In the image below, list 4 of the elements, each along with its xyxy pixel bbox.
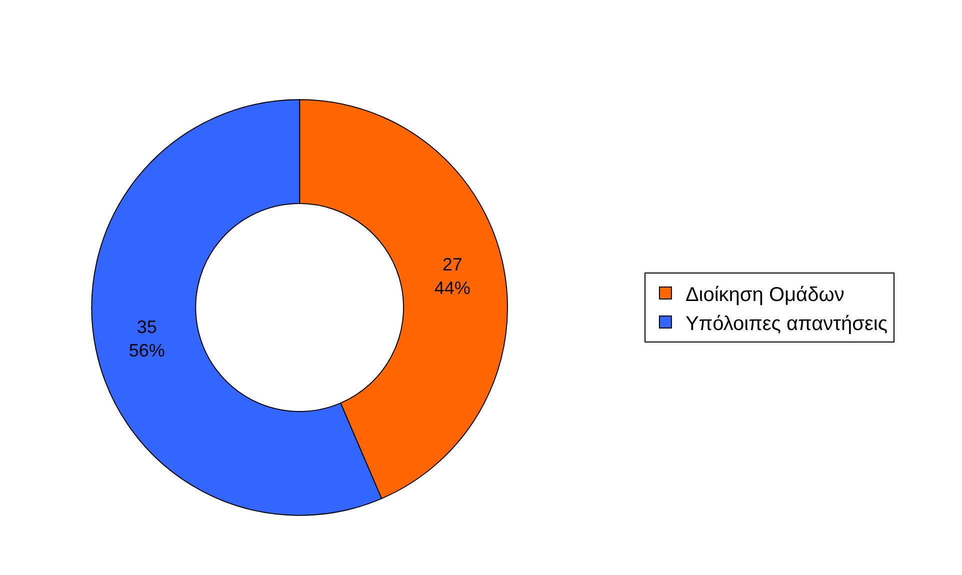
legend-label: Υπόλοιπες απαντήσεις — [685, 312, 888, 335]
data-label: 35 56% — [128, 317, 165, 361]
data-label: 27 44% — [434, 254, 470, 298]
legend-label: Διοίκηση Ομάδων — [685, 284, 844, 306]
